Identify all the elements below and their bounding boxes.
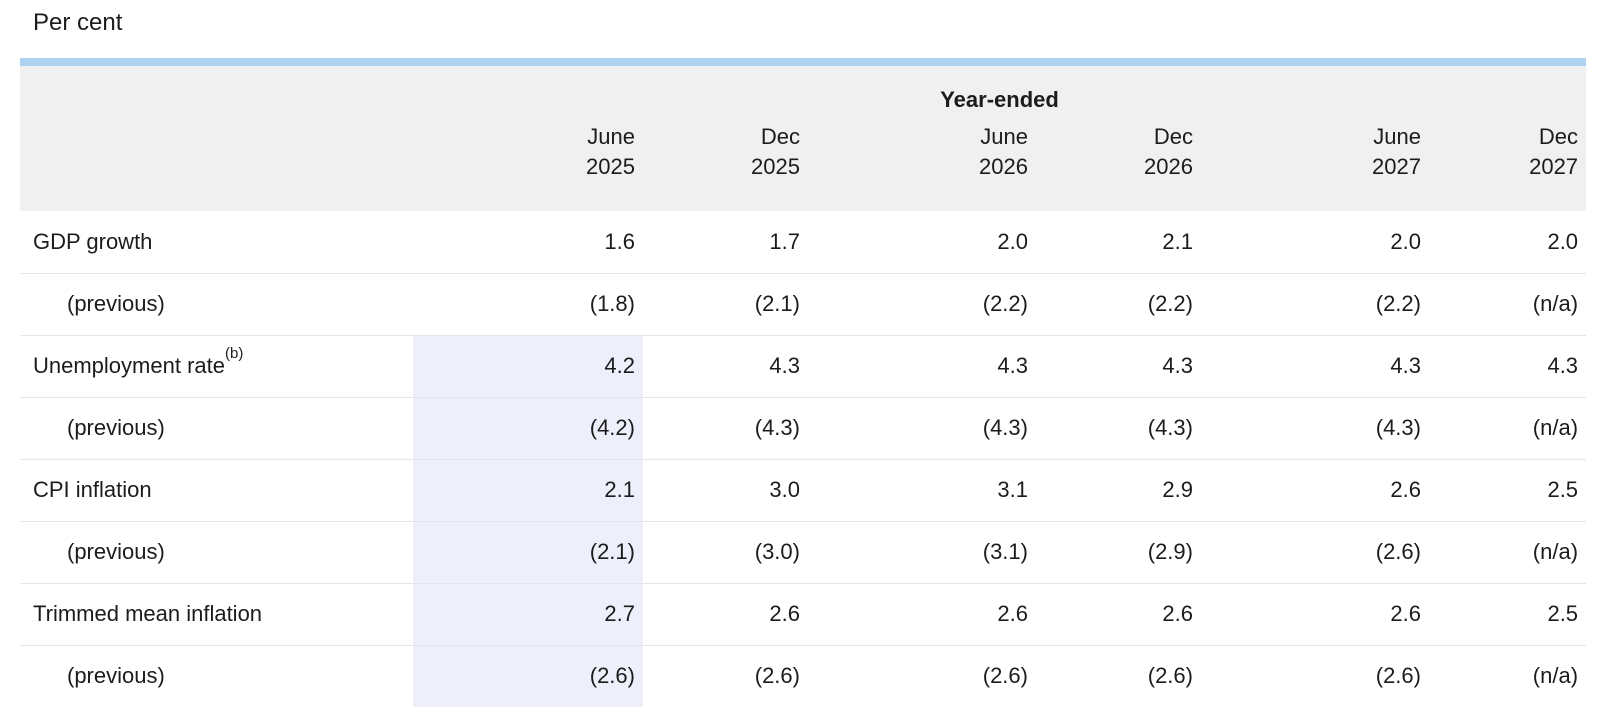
- table-cell: (n/a): [1429, 520, 1587, 583]
- table-cell: (2.2): [1201, 272, 1429, 335]
- table-cell: (2.6): [808, 644, 1036, 707]
- table-row-trimmed-mean-previous: (previous) (2.6) (2.6) (2.6) (2.6) (2.6)…: [20, 644, 1587, 707]
- table-cell: (2.2): [808, 272, 1036, 335]
- row-label: CPI inflation: [20, 458, 413, 521]
- table-row-trimmed-mean-inflation: Trimmed mean inflation 2.7 2.6 2.6 2.6 2…: [20, 582, 1587, 645]
- table-cell: 4.3: [1036, 334, 1201, 397]
- table-cell: 4.3: [1201, 334, 1429, 397]
- row-label: Trimmed mean inflation: [20, 582, 413, 645]
- table-cell: (n/a): [1429, 272, 1587, 335]
- table-cell: 2.6: [643, 582, 808, 645]
- table-row-cpi-previous: (previous) (2.1) (3.0) (3.1) (2.9) (2.6)…: [20, 520, 1587, 583]
- column-header-dec-2027: Dec 2027: [1429, 122, 1587, 211]
- table-cell: 1.6: [604, 228, 635, 254]
- table-cell: (2.6): [1201, 644, 1429, 707]
- table-cell: 2.5: [1429, 458, 1587, 521]
- table-cell: (2.6): [643, 644, 808, 707]
- table-row-gdp-growth: GDP growth 1.6 1.7 2.0 2.1 2.0 2.0: [20, 211, 1586, 273]
- table-cell: (2.9): [1036, 520, 1201, 583]
- table-cell-highlighted: 2.7: [413, 582, 643, 645]
- footnote-marker: (b): [224, 344, 244, 362]
- table-cell-highlighted: 4.2: [413, 334, 643, 397]
- column-header-june-2025: June 2025: [413, 122, 643, 211]
- column-header-june-2027: June 2027: [1201, 122, 1429, 211]
- table-cell-highlighted: (2.6): [413, 644, 643, 707]
- table-row-unemployment-rate: Unemployment rate(b) 4.2 4.3 4.3 4.3 4.3…: [20, 334, 1587, 397]
- table-row-cpi-inflation: CPI inflation 2.1 3.0 3.1 2.9 2.6 2.5: [20, 458, 1587, 521]
- table-cell: 2.6: [1036, 582, 1201, 645]
- column-header-dec-2026: Dec 2026: [1036, 122, 1201, 211]
- table-cell: 4.3: [808, 334, 1036, 397]
- table-cell: (3.0): [643, 520, 808, 583]
- table-cell: 2.5: [1429, 582, 1587, 645]
- table-cell: 2.1: [1162, 228, 1193, 254]
- table-cell: (2.1): [643, 272, 808, 335]
- table-row-gdp-previous: (previous) (1.8) (2.1) (2.2) (2.2) (2.2)…: [20, 272, 1587, 335]
- table-cell: 4.3: [1429, 334, 1587, 397]
- table-cell-highlighted: (4.2): [413, 396, 643, 459]
- table-cell: (4.3): [1201, 396, 1429, 459]
- table-row-unemployment-previous: (previous) (4.2) (4.3) (4.3) (4.3) (4.3)…: [20, 396, 1587, 459]
- table-cell: 2.6: [808, 582, 1036, 645]
- table-cell: 3.1: [808, 458, 1036, 521]
- table-cell: 1.7: [769, 228, 800, 254]
- row-label: (previous): [20, 644, 413, 707]
- table-cell: (2.2): [1036, 272, 1201, 335]
- table-cell: 2.0: [1390, 228, 1421, 254]
- page-title: Per cent: [33, 9, 123, 36]
- table-cell: (4.3): [808, 396, 1036, 459]
- table-cell: 3.0: [643, 458, 808, 521]
- table-cell: 2.0: [997, 228, 1028, 254]
- table-cell: (4.3): [643, 396, 808, 459]
- column-header-june-2026: June 2026: [808, 122, 1036, 211]
- table-cell-highlighted: (2.1): [413, 520, 643, 583]
- table-cell: 2.9: [1036, 458, 1201, 521]
- group-header-row: Year-ended: [20, 62, 1587, 122]
- row-label: Unemployment rate(b): [20, 334, 413, 397]
- row-label-text: Unemployment rate: [33, 353, 225, 378]
- table-header: Year-ended June 2025 Dec 2025 June 2026 …: [20, 62, 1587, 211]
- table-cell: 2.0: [1547, 228, 1579, 254]
- column-header-dec-2025: Dec 2025: [643, 122, 808, 211]
- row-label: (previous): [20, 396, 413, 459]
- table-cell: 4.3: [643, 334, 808, 397]
- group-header: Year-ended: [413, 62, 1587, 122]
- forecast-table: Year-ended June 2025 Dec 2025 June 2026 …: [20, 58, 1587, 707]
- table-cell: (2.6): [1201, 520, 1429, 583]
- table-cell: (1.8): [413, 272, 643, 335]
- row-label: (previous): [20, 272, 413, 335]
- column-header-row: June 2025 Dec 2025 June 2026 Dec 2026 Ju…: [20, 122, 1587, 211]
- header-corner-cell: [20, 122, 413, 211]
- table-cell: (n/a): [1429, 644, 1587, 707]
- table-cell: (2.6): [1036, 644, 1201, 707]
- table-cell: (n/a): [1429, 396, 1587, 459]
- table-cell: 2.6: [1201, 582, 1429, 645]
- table-cell: (4.3): [1036, 396, 1201, 459]
- header-corner-cell: [20, 62, 413, 122]
- table-cell-highlighted: 2.1: [413, 458, 643, 521]
- table-cell: 2.6: [1201, 458, 1429, 521]
- row-label: GDP growth: [33, 228, 153, 254]
- row-label: (previous): [20, 520, 413, 583]
- table-cell: (3.1): [808, 520, 1036, 583]
- table-body: GDP growth 1.6 1.7 2.0 2.1 2.0 2.0 (prev…: [20, 211, 1587, 707]
